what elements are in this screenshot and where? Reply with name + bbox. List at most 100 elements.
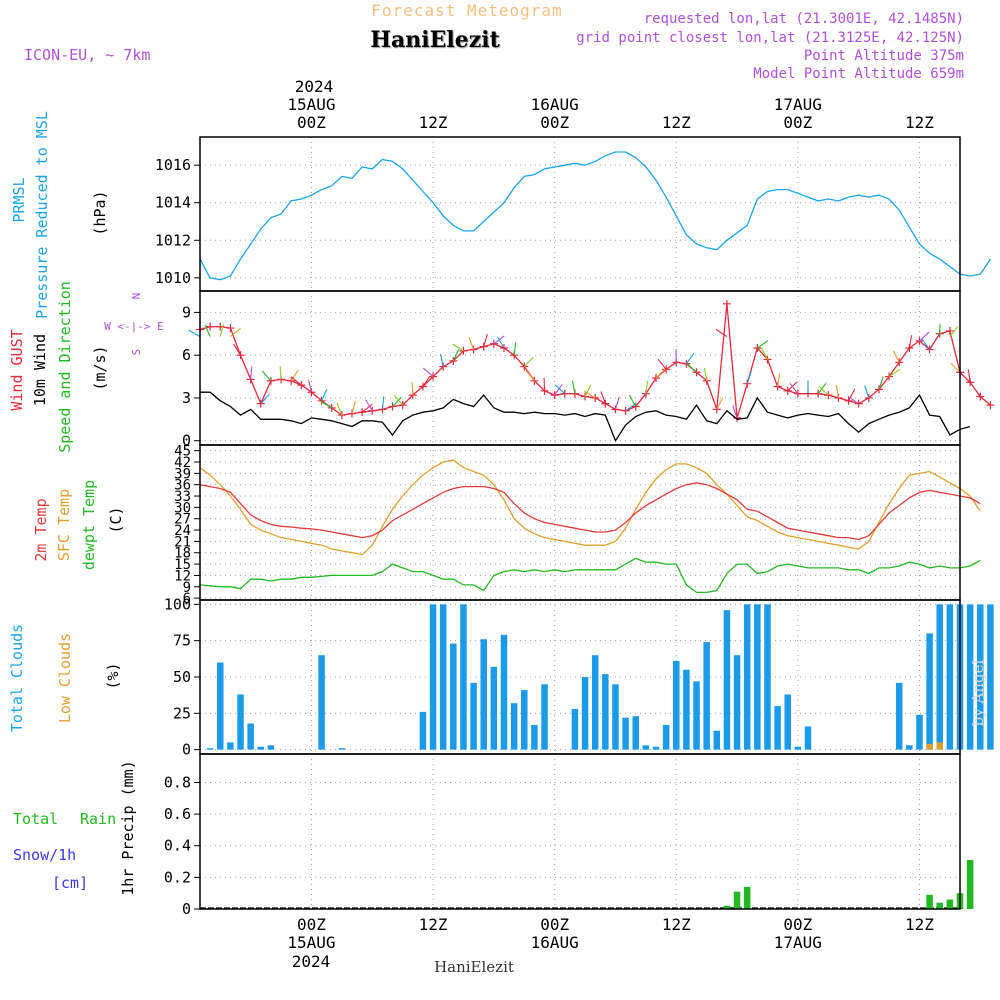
gust-marker: [854, 399, 863, 408]
low-cloud-bar: [936, 742, 943, 750]
wind-arrow: [789, 382, 799, 394]
wind-arrow: [233, 343, 241, 356]
top-time-tick: 00Z: [783, 113, 812, 132]
chart-title: Forecast Meteogram: [371, 1, 562, 20]
top-time-tick: 12Z: [905, 113, 934, 132]
total-cloud-bar: [733, 655, 741, 750]
gust-marker: [418, 382, 427, 391]
wind-arrow: [230, 328, 241, 338]
total-cloud-bar: [673, 661, 680, 750]
wind-arrow: [422, 367, 434, 377]
gust-marker: [368, 406, 377, 415]
precip-unit: 1hr Precip (mm): [119, 760, 137, 895]
wind-arrow: [188, 329, 201, 338]
total-cloud-bar: [480, 639, 487, 750]
wind-arrow: [848, 389, 856, 402]
y-tick-label: 27: [174, 512, 191, 528]
wind-arrow: [760, 347, 768, 360]
point-altitude: Point Altitude 375m: [804, 48, 964, 64]
wind-arrow: [261, 370, 272, 382]
total-cloud-bar: [450, 643, 457, 750]
total-cloud-bar: [652, 746, 660, 750]
model-label: ICON-EU, ~ 7km: [24, 46, 150, 64]
y-tick-label: 1012: [155, 231, 191, 249]
wind-arrow: [950, 362, 961, 373]
total-cloud-bar: [490, 666, 498, 750]
footer-location: HaniElezit: [434, 958, 514, 976]
gust-marker: [793, 389, 802, 398]
y-tick-label: 24: [174, 523, 191, 539]
total-cloud-bar: [754, 604, 761, 750]
y-tick-label: 21: [174, 534, 191, 550]
wind-arrow: [685, 352, 695, 365]
total-cloud-bar: [267, 745, 275, 750]
gust-marker: [348, 409, 356, 418]
y-tick-label: 42: [174, 455, 191, 471]
wind-arrow: [320, 400, 333, 409]
top-year-label: 2024: [295, 77, 334, 96]
gust-marker: [783, 386, 792, 395]
wind-arrow: [571, 380, 576, 394]
pressure-line: [199, 151, 991, 281]
total-cloud-bar: [571, 708, 579, 750]
pressure-label-2: Pressure Reduced to MSL: [33, 111, 51, 319]
y-tick-label: 0.2: [164, 868, 191, 886]
gust-marker: [611, 405, 620, 414]
y-tick-label: 0.8: [164, 773, 191, 791]
y-tick-label: 15: [174, 557, 191, 573]
wind-arrow: [657, 358, 667, 370]
precip-panel: 0 0.2 0.4 0.6 0.8: [164, 754, 974, 918]
y-tick-label: 30: [174, 500, 191, 516]
bottom-time-tick: 12Z: [419, 915, 448, 934]
panel-frame: [199, 136, 961, 292]
wind-arrow: [381, 396, 385, 410]
y-tick-label: 0: [182, 432, 191, 450]
y-tick-label: 6: [182, 346, 191, 364]
total-cloud-bar: [683, 669, 690, 750]
top-date-label: 15AUG: [287, 95, 335, 114]
gust-marker: [976, 392, 985, 401]
gust-marker: [945, 326, 954, 335]
gust-marker: [337, 411, 346, 420]
y-tick-label: 33: [174, 489, 191, 505]
gust-marker: [550, 391, 559, 400]
wind-arrow: [422, 375, 431, 387]
gust-marker: [469, 345, 478, 354]
location-name: HaniElezit: [370, 27, 500, 53]
total-cloud-bar: [946, 604, 954, 750]
wind-arrow: [361, 403, 373, 413]
bottom-date-label: 15AUG: [287, 933, 335, 952]
gust-marker: [753, 344, 762, 353]
wind-arrow: [439, 353, 444, 367]
y-tick-label: 0: [182, 741, 191, 759]
top-time-tick: 12Z: [419, 113, 448, 132]
total-cloud-bar: [460, 604, 467, 750]
top-time-tick: 00Z: [297, 113, 326, 132]
wind-arrow: [250, 366, 253, 380]
total-cloud-bar: [713, 730, 721, 750]
gust-marker: [398, 401, 407, 410]
wind-arrow: [392, 396, 402, 407]
total-cloud-bar: [784, 694, 791, 750]
wind-arrow: [732, 405, 738, 419]
rain-bar: [936, 902, 943, 909]
y-tick-label: 9: [183, 580, 191, 596]
y-tick-label: 45: [174, 444, 191, 460]
top-date-label: 17AUG: [774, 95, 822, 114]
wind-arrow: [393, 394, 404, 406]
total-cloud-bar: [338, 748, 346, 750]
y-tick-label: 18: [174, 546, 191, 562]
wind-arrow: [554, 384, 563, 396]
wind-arrow: [452, 348, 460, 362]
gust-marker: [226, 324, 235, 333]
total-cloud-bar: [723, 610, 731, 750]
wind-arrow: [523, 356, 534, 367]
y-tick-label: 0: [182, 900, 191, 918]
wind-arrow: [716, 397, 724, 410]
total-cloud-bar: [217, 662, 224, 750]
compass-north: N: [130, 293, 143, 300]
requested-coords: requested lon,lat (21.3001E, 42.1485N): [644, 11, 964, 27]
wind-arrow: [279, 366, 282, 380]
y-tick-label: 50: [173, 668, 191, 686]
